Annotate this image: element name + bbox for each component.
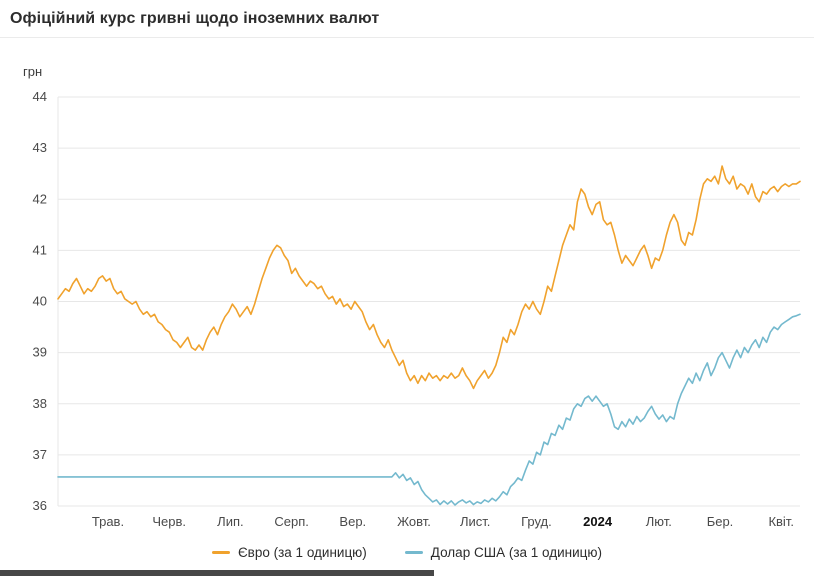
legend-item-usd[interactable]: Долар США (за 1 одиницю) xyxy=(404,545,603,560)
page-title: Офіційний курс гривні щодо іноземних вал… xyxy=(10,9,380,27)
svg-text:Лип.: Лип. xyxy=(217,514,243,529)
svg-text:36: 36 xyxy=(33,498,47,513)
svg-text:Трав.: Трав. xyxy=(92,514,124,529)
legend: Євро (за 1 одиницю) Долар США (за 1 один… xyxy=(0,545,814,560)
svg-text:Вер.: Вер. xyxy=(339,514,366,529)
svg-text:Груд.: Груд. xyxy=(521,514,552,529)
svg-text:44: 44 xyxy=(33,89,47,104)
svg-text:42: 42 xyxy=(33,191,47,206)
chart-header: Офіційний курс гривні щодо іноземних вал… xyxy=(0,0,814,38)
exchange-rate-line-chart: 44 43 42 41 40 39 38 37 36 Трав. Черв. Лип. Серп. Вер… xyxy=(33,89,801,529)
footer-edge xyxy=(0,570,434,576)
svg-text:Черв.: Черв. xyxy=(152,514,186,529)
svg-text:38: 38 xyxy=(33,396,47,411)
legend-label-usd: Долар США (за 1 одиницю) xyxy=(430,545,603,560)
euro-line-swatch xyxy=(211,551,230,554)
legend-item-euro[interactable]: Євро (за 1 одиницю) xyxy=(211,545,367,560)
svg-text:2024: 2024 xyxy=(583,514,613,529)
svg-text:Лют.: Лют. xyxy=(646,514,672,529)
y-axis-unit-label: грн xyxy=(23,64,43,79)
svg-text:40: 40 xyxy=(33,294,47,309)
svg-text:Квіт.: Квіт. xyxy=(768,514,794,529)
svg-text:41: 41 xyxy=(33,242,47,257)
legend-label-euro: Євро (за 1 одиницю) xyxy=(237,545,367,560)
svg-text:Бер.: Бер. xyxy=(707,514,734,529)
svg-text:39: 39 xyxy=(33,345,47,360)
svg-text:37: 37 xyxy=(33,447,47,462)
usd-line-swatch xyxy=(404,551,423,554)
svg-text:Серп.: Серп. xyxy=(274,514,309,529)
svg-text:Жовт.: Жовт. xyxy=(397,514,431,529)
svg-text:43: 43 xyxy=(33,140,47,155)
svg-text:Лист.: Лист. xyxy=(460,514,490,529)
